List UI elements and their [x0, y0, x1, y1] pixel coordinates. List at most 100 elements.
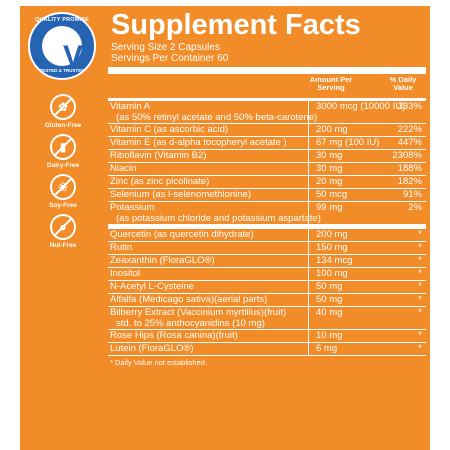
nutrient-group-2: Quercetin (as quercetin dihydrate) 200 mg…: [108, 229, 426, 356]
nutrient-amount: 150 mg: [316, 242, 348, 253]
nutrient-daily-value: 333%: [397, 101, 422, 112]
soy-free-item: ❀ Soy-Free: [43, 174, 83, 209]
nutrient-amount: 3000 mcg (10000 IU): [316, 101, 406, 112]
nutrient-row: Zinc (as zinc picolinate) 20 mg 182%: [108, 176, 426, 189]
nutrient-amount: 67 mg (100 IU): [316, 137, 380, 148]
amount-per-serving-header: Amount Per Serving: [309, 75, 353, 92]
nutrient-row: Riboflavin (Vitamin B2) 30 mg 2308%: [108, 150, 426, 163]
milk-icon: ▮: [50, 134, 76, 160]
column-divider: [308, 307, 309, 329]
nutrient-name: Vitamin A: [110, 101, 150, 112]
column-divider: [308, 255, 309, 267]
nutrient-amount: 10 mg: [316, 330, 343, 341]
column-divider: [308, 124, 309, 136]
nut-icon: ●: [50, 214, 76, 240]
nutrient-name: N-Acetyl L-Cysteine: [110, 281, 194, 292]
nutrient-name: Inositol: [110, 268, 141, 279]
nutrient-amount: 50 mcg: [316, 189, 348, 200]
badge-top-text: QUALITY PROMISE: [35, 17, 89, 23]
nutrient-name: Vitamin C (as ascorbic acid): [110, 124, 229, 135]
nutrient-amount: 100 mg: [316, 268, 348, 279]
nutrient-daily-value: *: [418, 343, 422, 354]
nutrient-row: Vitamin E (as d-alpha tocopheryl acetate…: [108, 137, 426, 150]
nutrient-row: Quercetin (as quercetin dihydrate) 200 mg…: [108, 229, 426, 242]
nutrient-row: Vitamin C (as ascorbic acid) 200 mg 222%: [108, 124, 426, 137]
supplement-facts: Supplement Facts Serving Size 2 Capsules…: [108, 6, 426, 450]
nutrient-daily-value: *: [418, 281, 422, 292]
column-divider: [308, 294, 309, 306]
badge-inner: V: [42, 26, 83, 72]
column-divider: [308, 229, 309, 241]
nutrient-daily-value: 2308%: [392, 150, 422, 161]
nutrient-daily-value: 447%: [397, 137, 422, 148]
soy-icon: ❀: [50, 174, 76, 200]
nutrient-name: Zeaxanthin (FloraGLO®): [110, 255, 215, 266]
nutrient-amount: 30 mg: [316, 163, 343, 174]
nutrient-group-1: Vitamin A (as 50% retinyl acetate and 50%…: [108, 98, 426, 225]
nutrient-amount: 200 mg: [316, 124, 348, 135]
nutrient-detail: (as 50% retinyl acetate and 50% beta-car…: [116, 112, 318, 123]
column-header: Amount Per Serving % Daily Value: [108, 74, 426, 98]
quality-promise-badge: QUALITY PROMISE V TESTED & TRUSTED: [28, 12, 96, 80]
nutrient-daily-value: *: [418, 268, 422, 279]
nutrient-name: Zinc (as zinc picolinate): [110, 176, 210, 187]
column-divider: [308, 189, 309, 201]
nutrient-daily-value: *: [418, 294, 422, 305]
nutrient-row: Selenium (as l-selenomethionine) 50 mcg 91…: [108, 189, 426, 202]
nutrient-amount: 50 mg: [316, 294, 343, 305]
nutrient-name: Riboflavin (Vitamin B2): [110, 150, 207, 161]
soy-free-label: Soy-Free: [49, 202, 77, 209]
nutrient-amount: 134 mcg: [316, 255, 353, 266]
column-divider: [308, 343, 309, 355]
nutrient-row: N-Acetyl L-Cysteine 50 mg *: [108, 281, 426, 294]
serving-size: Serving Size 2 Capsules: [111, 42, 220, 53]
nutrient-daily-value: 182%: [397, 176, 422, 187]
nutrient-daily-value: *: [418, 229, 422, 240]
nutrient-detail: (as potassium chloride and potassium asp…: [116, 213, 321, 224]
nutrient-name: Rutin: [110, 242, 133, 253]
column-divider: [308, 242, 309, 254]
nut-free-item: ● Nut-Free: [43, 214, 83, 249]
nutrient-daily-value: *: [418, 330, 422, 341]
nutrient-daily-value: *: [418, 255, 422, 266]
nutrient-row: Alfalfa (Medicago sativa)(aerial parts) 5…: [108, 294, 426, 307]
nutrient-row: Rose Hips (Rosa canina)(fruit) 10 mg *: [108, 330, 426, 343]
nutrient-amount: 20 mg: [316, 176, 343, 187]
column-divider: [308, 137, 309, 149]
column-divider: [308, 202, 309, 224]
nutrient-daily-value: *: [418, 242, 422, 253]
column-divider: [308, 163, 309, 175]
badge-bottom-text: TESTED & TRUSTED: [39, 68, 85, 73]
nutrient-daily-value: 2%: [408, 202, 422, 213]
nutrient-row: Lutein (FloraGLO®) 6 mg *: [108, 343, 426, 356]
nutrient-detail: std. to 25% anthocyanidins (10 mg): [116, 318, 265, 329]
nut-free-label: Nut-Free: [49, 242, 77, 249]
facts-title: Supplement Facts: [111, 9, 361, 41]
nutrient-daily-value: 91%: [402, 189, 422, 200]
thick-divider: [108, 67, 426, 74]
nutrient-name: Potassium: [110, 202, 155, 213]
dairy-free-label: Dairy-Free: [46, 162, 80, 169]
checkmark-v-icon: V: [63, 40, 84, 73]
nutrient-name: Alfalfa (Medicago sativa)(aerial parts): [110, 294, 268, 305]
column-divider: [308, 150, 309, 162]
footnote: * Daily Value not established.: [110, 358, 208, 367]
column-divider: [308, 281, 309, 293]
nutrient-amount: 40 mg: [316, 307, 343, 318]
column-divider: [308, 176, 309, 188]
nutrient-name: Quercetin (as quercetin dihydrate): [110, 229, 254, 240]
nutrient-row: Niacin 30 mg 188%: [108, 163, 426, 176]
servings-per-container: Servings Per Container 60: [111, 53, 229, 64]
nutrient-row: Bilberry Extract (Vaccinium myrtillus)(f…: [108, 307, 426, 330]
nutrient-row: Inositol 100 mg *: [108, 268, 426, 281]
group-separator: [108, 225, 426, 229]
nutrient-name: Rose Hips (Rosa canina)(fruit): [110, 330, 238, 341]
column-divider: [308, 101, 309, 123]
nutrient-row: Potassium (as potassium chloride and pota…: [108, 202, 426, 225]
nutrient-amount: 99 mg: [316, 202, 343, 213]
product-panel: QUALITY PROMISE V TESTED & TRUSTED ✿ Glu…: [20, 6, 430, 450]
column-divider: [308, 330, 309, 342]
daily-value-header: % Daily Value: [389, 75, 417, 92]
nutrient-row: Zeaxanthin (FloraGLO®) 134 mcg *: [108, 255, 426, 268]
nutrient-name: Bilberry Extract (Vaccinium myrtillus)(f…: [110, 307, 287, 318]
